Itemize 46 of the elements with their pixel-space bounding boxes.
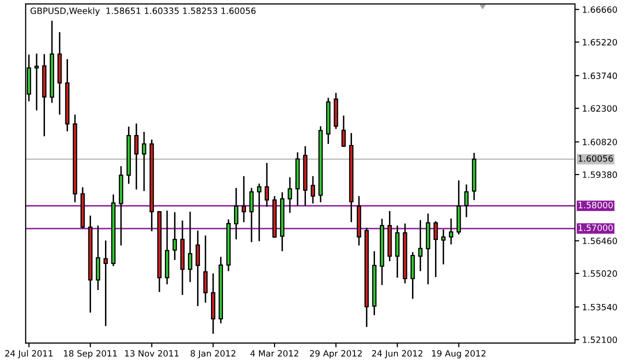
y-tick-label: 1.56460 <box>582 238 617 244</box>
y-tick-label: 1.52100 <box>582 336 617 344</box>
x-tick-label: 8 Jan 2012 <box>190 350 236 358</box>
candlestick <box>104 240 108 327</box>
chart-title: GBPUSD,Weekly 1.58651 1.60335 1.58253 1.60056 <box>30 7 256 16</box>
y-tick-label: 1.59380 <box>582 171 617 178</box>
x-tick-label: 24 Jun 2012 <box>372 350 422 358</box>
candlestick <box>188 211 192 283</box>
x-tick-label: 24 Jul 2011 <box>5 350 52 358</box>
candlestick <box>434 220 438 278</box>
candlestick <box>395 224 400 278</box>
candlestick <box>410 251 415 300</box>
candlestick <box>196 230 200 307</box>
x-tick-label: 29 Apr 2012 <box>310 350 362 358</box>
candlestick <box>34 52 39 112</box>
candlestick <box>341 114 346 148</box>
candlestick <box>249 187 254 243</box>
candlestick <box>441 228 446 266</box>
x-tick-label: 18 Sep 2011 <box>64 350 117 358</box>
candlestick <box>464 184 469 218</box>
candlestick <box>242 175 246 223</box>
candlestick <box>448 218 454 246</box>
ref-line-label: 1.57000 <box>578 224 613 232</box>
candlestick <box>234 187 238 240</box>
y-tick-label: 1.63740 <box>582 72 617 80</box>
y-tick-label: 1.55020 <box>582 270 617 277</box>
x-tick-label: 4 Mar 2012 <box>250 350 298 357</box>
candlestick <box>203 234 208 304</box>
candlestick <box>96 224 100 291</box>
y-tick-label: 1.65220 <box>582 38 617 46</box>
candlestick <box>310 175 316 204</box>
candlestick <box>134 122 139 190</box>
y-tick-label: 1.66660 <box>582 6 617 13</box>
y-tick-label: 1.62300 <box>582 105 617 112</box>
candlestick <box>418 219 423 272</box>
candlestick <box>172 211 177 261</box>
candlestick <box>257 182 262 242</box>
x-tick-label: 19 Aug 2012 <box>432 350 486 358</box>
candlestick <box>142 131 146 192</box>
ref-line-label: 1.58000 <box>578 202 613 208</box>
y-tick-label: 1.60820 <box>582 138 617 146</box>
candlestick <box>264 162 270 208</box>
x-tick-label: 13 Nov 2011 <box>125 350 179 357</box>
y-tick-label: 1.53540 <box>582 304 617 310</box>
ref-line-label: 1.60056 <box>578 155 613 162</box>
candlestick <box>288 176 292 214</box>
